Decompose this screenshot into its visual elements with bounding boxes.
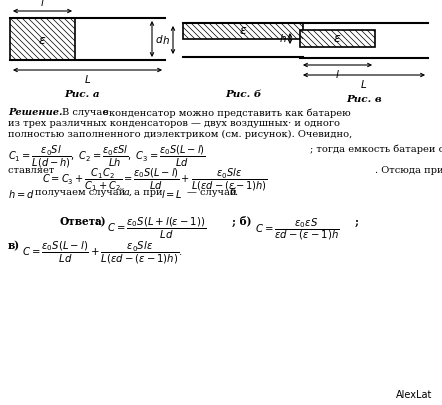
Bar xyxy=(300,30,375,47)
Text: получаем случай: получаем случай xyxy=(35,188,126,197)
Text: $C = \dfrac{\varepsilon_0 S(L+l(\varepsilon-1))}{Ld}$: $C = \dfrac{\varepsilon_0 S(L+l(\varepsi… xyxy=(107,216,206,241)
Text: $L$: $L$ xyxy=(360,78,368,90)
Text: В случае: В случае xyxy=(62,108,108,117)
Text: — случай: — случай xyxy=(187,188,236,197)
Text: в: в xyxy=(103,108,109,117)
Text: AlexLat: AlexLat xyxy=(396,390,432,400)
Text: а,: а, xyxy=(124,188,133,197)
Text: $d$: $d$ xyxy=(155,33,164,45)
Text: полностью заполненного диэлектриком (см. рисунок). Очевидно,: полностью заполненного диэлектриком (см.… xyxy=(8,130,352,139)
Text: $l$: $l$ xyxy=(335,68,340,80)
Text: Рис. а: Рис. а xyxy=(65,90,100,99)
Text: а): а) xyxy=(95,216,107,227)
Text: а при: а при xyxy=(134,188,163,197)
Text: $l$: $l$ xyxy=(40,0,45,8)
Text: . Отсюда при: . Отсюда при xyxy=(375,166,442,175)
Text: Рис. в: Рис. в xyxy=(346,95,382,104)
Text: $l = L$: $l = L$ xyxy=(161,188,183,200)
Text: $\varepsilon$: $\varepsilon$ xyxy=(38,34,47,47)
Text: ставляет: ставляет xyxy=(8,166,57,175)
Text: $\varepsilon$: $\varepsilon$ xyxy=(239,24,247,38)
Text: $h$: $h$ xyxy=(279,32,287,45)
Text: из трех различных конденсаторов — двух воздушных· и одного: из трех различных конденсаторов — двух в… xyxy=(8,119,340,128)
Text: конденсатор можно представить как батарею: конденсатор можно представить как батаре… xyxy=(109,108,351,117)
Text: в): в) xyxy=(8,240,20,251)
Text: $C = C_3 + \dfrac{C_1 C_2}{C_1 + C_2} = \dfrac{\varepsilon_0 S(L-l)}{Ld} + \dfra: $C = C_3 + \dfrac{C_1 C_2}{C_1 + C_2} = … xyxy=(42,166,268,193)
Text: ; тогда емкость батареи со-: ; тогда емкость батареи со- xyxy=(310,144,442,153)
Text: ; б): ; б) xyxy=(232,216,251,227)
Text: Решение.: Решение. xyxy=(8,108,62,117)
Text: $C = \dfrac{\varepsilon_0\varepsilon S}{\varepsilon d-(\varepsilon-1)h}$: $C = \dfrac{\varepsilon_0\varepsilon S}{… xyxy=(255,216,339,242)
Bar xyxy=(183,23,303,39)
Text: $h$: $h$ xyxy=(162,34,170,46)
Text: ;: ; xyxy=(355,216,359,227)
Bar xyxy=(10,18,75,60)
Text: $L$: $L$ xyxy=(84,73,91,85)
Text: $C_1 = \dfrac{\varepsilon_0 Sl}{L(d-h)},\;$$C_2 = \dfrac{\varepsilon_0\varepsilo: $C_1 = \dfrac{\varepsilon_0 Sl}{L(d-h)},… xyxy=(8,144,206,170)
Text: Ответ:: Ответ: xyxy=(60,216,100,227)
Text: $C = \dfrac{\varepsilon_0 S(L-l)}{Ld} + \dfrac{\varepsilon_0 Sl\varepsilon}{L(\v: $C = \dfrac{\varepsilon_0 S(L-l)}{Ld} + … xyxy=(22,240,183,266)
Text: $\varepsilon$: $\varepsilon$ xyxy=(333,32,342,45)
Text: б.: б. xyxy=(230,188,239,197)
Text: Рис. б: Рис. б xyxy=(225,90,261,99)
Text: $h = d$: $h = d$ xyxy=(8,188,34,200)
